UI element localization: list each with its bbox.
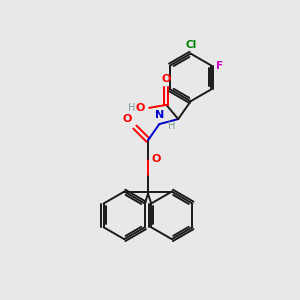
Text: O: O bbox=[162, 74, 171, 84]
Text: N: N bbox=[154, 110, 164, 120]
Text: O: O bbox=[152, 154, 161, 164]
Text: O: O bbox=[136, 103, 145, 113]
Text: O: O bbox=[123, 114, 132, 124]
Text: F: F bbox=[216, 61, 224, 70]
Text: H: H bbox=[128, 103, 135, 113]
Text: Cl: Cl bbox=[185, 40, 196, 50]
Text: H: H bbox=[168, 121, 175, 131]
